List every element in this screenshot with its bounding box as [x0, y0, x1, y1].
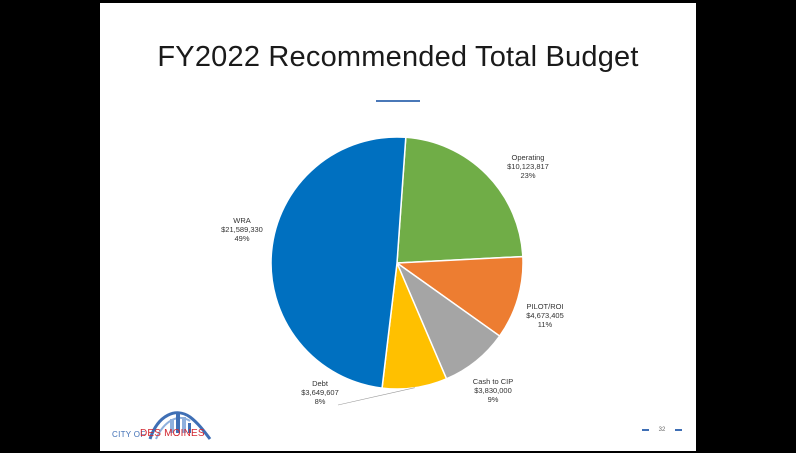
slice-label-pilot-roi: PILOT/ROI $4,673,405 11% — [526, 302, 564, 329]
slice-label-debt: Debt $3,649,607 8% — [301, 379, 339, 406]
leader-line-debt — [337, 387, 415, 406]
logo-city-text: CITY OF — [112, 430, 146, 439]
slice-label-cash-to-cip: Cash to CIP $3,830,000 9% — [473, 377, 513, 404]
pie-chart: Operating $10,123,817 23% PILOT/ROI $4,673,4… — [221, 136, 564, 406]
pie-slices — [270, 136, 524, 390]
slice-label-operating: Operating $10,123,817 23% — [507, 153, 549, 180]
pie-labels: Operating $10,123,817 23% PILOT/ROI $4,673,4… — [221, 153, 564, 406]
title-underline — [376, 100, 420, 102]
slice-label-wra: WRA $21,589,330 49% — [221, 216, 263, 243]
slide-title: FY2022 Recommended Total Budget — [157, 41, 639, 73]
pie-slice-operating — [396, 136, 524, 264]
pie-slice-wra — [270, 136, 407, 389]
page-number: 32 — [642, 426, 682, 434]
city-logo: CITY OF DES MOINES — [110, 403, 230, 445]
logo-name-text: DES MOINES — [140, 428, 205, 439]
slide: FY2022 Recommended Total Budget Operatin… — [100, 3, 696, 451]
skyline-arch-icon — [148, 411, 212, 440]
pie-slice-pilot-roi — [394, 255, 524, 338]
pie-leader-lines — [337, 387, 415, 406]
